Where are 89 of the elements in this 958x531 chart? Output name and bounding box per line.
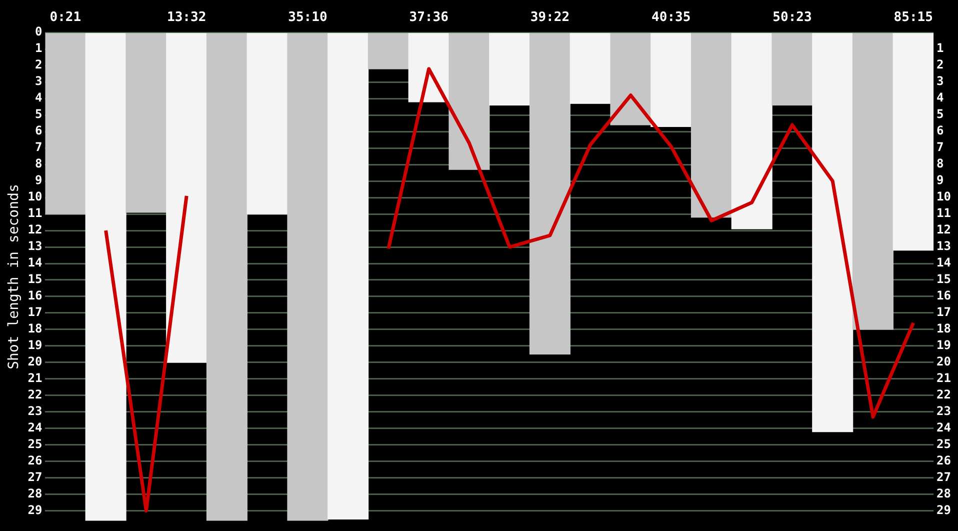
y2-tick-label: 4: [936, 90, 944, 105]
y2-tick-label: 5: [936, 107, 944, 122]
bar: [772, 33, 813, 106]
y2-tick-label: 6: [936, 124, 944, 138]
bar: [246, 33, 288, 214]
y-tick-label: 19: [28, 338, 42, 352]
y-tick-label: 10: [28, 190, 42, 204]
y2-tick-label: 15: [936, 272, 952, 286]
x-tick-label: 39:22: [530, 10, 570, 26]
y2-tick-label: 17: [936, 305, 952, 320]
y-tick-label: 23: [28, 404, 42, 418]
y-tick-label: 9: [35, 173, 42, 188]
x-tick-label: 40:35: [652, 10, 691, 26]
y-tick-label: 3: [35, 74, 42, 88]
y2-tick-label: 28: [936, 486, 952, 501]
y-tick-label: 29: [28, 503, 42, 518]
bar: [852, 33, 894, 330]
y2-tick-label: 11: [936, 206, 952, 220]
y-tick-label: 20: [28, 354, 42, 369]
x-tick-label: 35:10: [288, 10, 328, 26]
bar: [812, 33, 854, 432]
y2-tick-label: 7: [936, 140, 944, 154]
y-axis-title: Shot length in seconds: [6, 184, 22, 370]
bar: [448, 33, 490, 170]
y2-tick-label: 29: [936, 503, 952, 518]
y-tick-label: 24: [28, 420, 42, 435]
y2-tick-label: 27: [936, 470, 952, 484]
y-tick-label: 4: [35, 90, 42, 105]
bar: [328, 33, 369, 520]
y2-tick-label: 9: [936, 173, 944, 188]
y-tick-label: 17: [28, 305, 42, 320]
y2-tick-label: 14: [936, 256, 952, 270]
y-tick-label: 26: [28, 454, 42, 468]
y2-tick-label: 12: [936, 222, 952, 237]
y2-tick-label: 24: [936, 420, 952, 435]
bar: [368, 33, 409, 70]
y-tick-label: 15: [28, 272, 42, 286]
y2-tick-label: 25: [936, 437, 952, 452]
y-tick-label: 12: [28, 222, 42, 237]
y-tick-label: 22: [28, 388, 42, 402]
y2-tick-label: 1: [936, 41, 944, 56]
bar: [489, 33, 530, 106]
y-tick-label: 6: [35, 124, 42, 138]
bar: [731, 33, 772, 230]
y2-tick-label: 23: [936, 404, 952, 418]
x-tick-label: 37:36: [409, 10, 449, 26]
x-tick-label: 50:23: [772, 10, 812, 26]
y-tick-label: 1: [35, 41, 42, 56]
bar: [570, 33, 611, 104]
y2-tick-label: 8: [936, 156, 944, 171]
y-tick-label: 11: [28, 206, 42, 220]
y-tick-label: 16: [28, 288, 42, 303]
bar: [610, 33, 652, 126]
y-tick-label: 14: [28, 256, 42, 270]
bar: [892, 33, 934, 251]
y-tick-label: 25: [28, 437, 42, 452]
bar: [650, 33, 692, 127]
y-tick-label: 18: [28, 322, 42, 336]
bar: [166, 33, 208, 363]
y2-tick-label: 19: [936, 338, 952, 352]
bar: [529, 33, 570, 355]
y-tick-label: 8: [35, 156, 42, 171]
y2-tick-label: 21: [936, 371, 952, 386]
y-tick-label: 2: [35, 58, 42, 72]
y2-tick-label: 13: [936, 239, 952, 254]
y2-tick-label: 2: [936, 58, 944, 72]
y2-tick-label: 26: [936, 454, 952, 468]
x-tick-label: 85:15: [894, 10, 933, 26]
x-tick-label: 13:32: [167, 10, 206, 26]
y2-tick-label: 22: [936, 388, 952, 402]
bar: [206, 33, 248, 521]
y2-tick-label: 18: [936, 322, 952, 336]
y-tick-label: 27: [28, 470, 42, 484]
bar: [85, 33, 126, 521]
y2-tick-label: 20: [936, 354, 952, 369]
bar: [45, 33, 86, 214]
y2-tick-label: 3: [936, 74, 944, 88]
bar: [126, 33, 167, 213]
y-tick-label: 0: [35, 24, 42, 39]
bar: [287, 33, 328, 521]
y-tick-label: 13: [28, 239, 42, 254]
y2-tick-label: 16: [936, 288, 952, 303]
y-tick-label: 28: [28, 486, 42, 501]
y2-tick-label: 10: [936, 190, 952, 204]
x-tick-label: 0:21: [50, 10, 82, 26]
y-tick-label: 21: [28, 371, 42, 386]
y-tick-label: 5: [35, 107, 42, 122]
bar: [690, 33, 732, 218]
y-tick-label: 7: [35, 140, 42, 154]
